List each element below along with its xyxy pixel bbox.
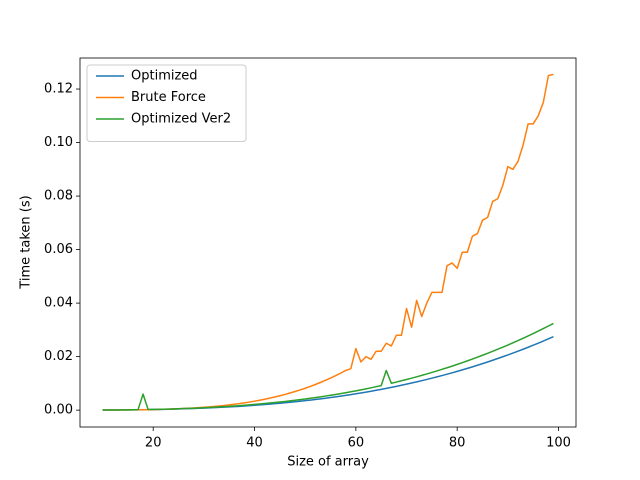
x-axis-label: Size of array: [287, 455, 369, 470]
y-tick-label: 0.12: [44, 82, 73, 97]
y-tick-label: 0.10: [44, 135, 73, 150]
plot-frame: [79, 57, 577, 428]
legend-label: Brute Force: [131, 90, 206, 105]
x-tick-label: 80: [449, 436, 466, 451]
x-tick-label: 100: [546, 436, 571, 451]
y-tick-label: 0.08: [44, 189, 73, 204]
series-line: [102, 322, 554, 411]
legend-label: Optimized: [131, 69, 198, 84]
legend-label: Optimized Ver2: [131, 112, 231, 127]
x-tick-label: 20: [145, 436, 162, 451]
legend-box: [86, 64, 247, 142]
y-tick-label: 0.00: [44, 403, 73, 418]
y-tick-label: 0.06: [44, 242, 73, 257]
y-axis-label: Time taken (s): [19, 195, 34, 289]
x-tick-label: 40: [246, 436, 263, 451]
y-tick-label: 0.04: [44, 296, 73, 311]
y-tick-label: 0.02: [44, 349, 73, 364]
x-tick-label: 60: [348, 436, 365, 451]
